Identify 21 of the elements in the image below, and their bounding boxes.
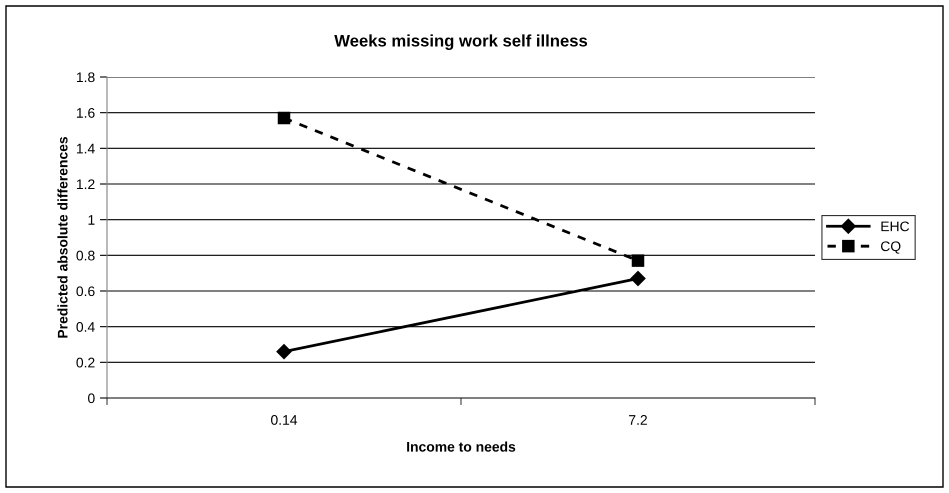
point [630,270,646,286]
y-tick-label: 1.2 [76,179,94,190]
x-tick-label: 7.2 [629,415,647,425]
x-axis-title: Income to needs [407,442,516,452]
point [276,344,292,360]
y-tick-label: 1.8 [76,72,95,82]
y-tick-label: 1 [88,215,95,225]
y-tick-label: 0.6 [76,286,95,296]
y-tick-label: 0.8 [76,250,95,261]
y-tick-label: 0.2 [76,358,94,368]
point [632,254,644,267]
y-tick-label: 1.4 [76,144,95,154]
y-tick-label: 0.4 [76,322,95,332]
legend-label: EHC [881,221,910,232]
y-tick-label: 0 [88,393,95,404]
legend-label: CQ [880,241,900,254]
y-axis-title: Predicted absolute differences [57,136,68,338]
x-tick-label: 0.14 [271,415,298,425]
point [278,112,290,124]
chart-title: Weeks missing work self illness [334,34,588,50]
y-tick-label: 1.6 [76,108,95,118]
